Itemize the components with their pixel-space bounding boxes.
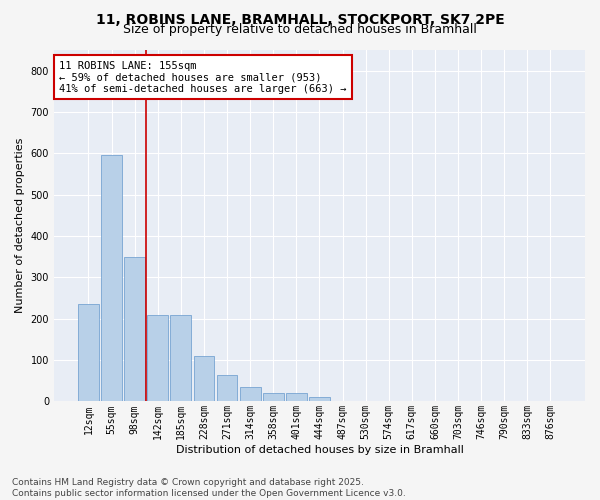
Text: 11 ROBINS LANE: 155sqm
← 59% of detached houses are smaller (953)
41% of semi-de: 11 ROBINS LANE: 155sqm ← 59% of detached… bbox=[59, 60, 347, 94]
Bar bbox=[148, 314, 168, 402]
Bar bbox=[217, 374, 238, 402]
Text: 11, ROBINS LANE, BRAMHALL, STOCKPORT, SK7 2PE: 11, ROBINS LANE, BRAMHALL, STOCKPORT, SK… bbox=[95, 12, 505, 26]
Text: Size of property relative to detached houses in Bramhall: Size of property relative to detached ho… bbox=[123, 22, 477, 36]
Bar bbox=[194, 356, 214, 402]
Bar bbox=[240, 387, 260, 402]
Bar bbox=[124, 256, 145, 402]
Bar bbox=[170, 314, 191, 402]
Bar bbox=[286, 393, 307, 402]
X-axis label: Distribution of detached houses by size in Bramhall: Distribution of detached houses by size … bbox=[176, 445, 463, 455]
Y-axis label: Number of detached properties: Number of detached properties bbox=[15, 138, 25, 314]
Bar bbox=[78, 304, 99, 402]
Text: Contains HM Land Registry data © Crown copyright and database right 2025.
Contai: Contains HM Land Registry data © Crown c… bbox=[12, 478, 406, 498]
Bar bbox=[263, 393, 284, 402]
Bar bbox=[101, 156, 122, 402]
Bar bbox=[309, 398, 330, 402]
